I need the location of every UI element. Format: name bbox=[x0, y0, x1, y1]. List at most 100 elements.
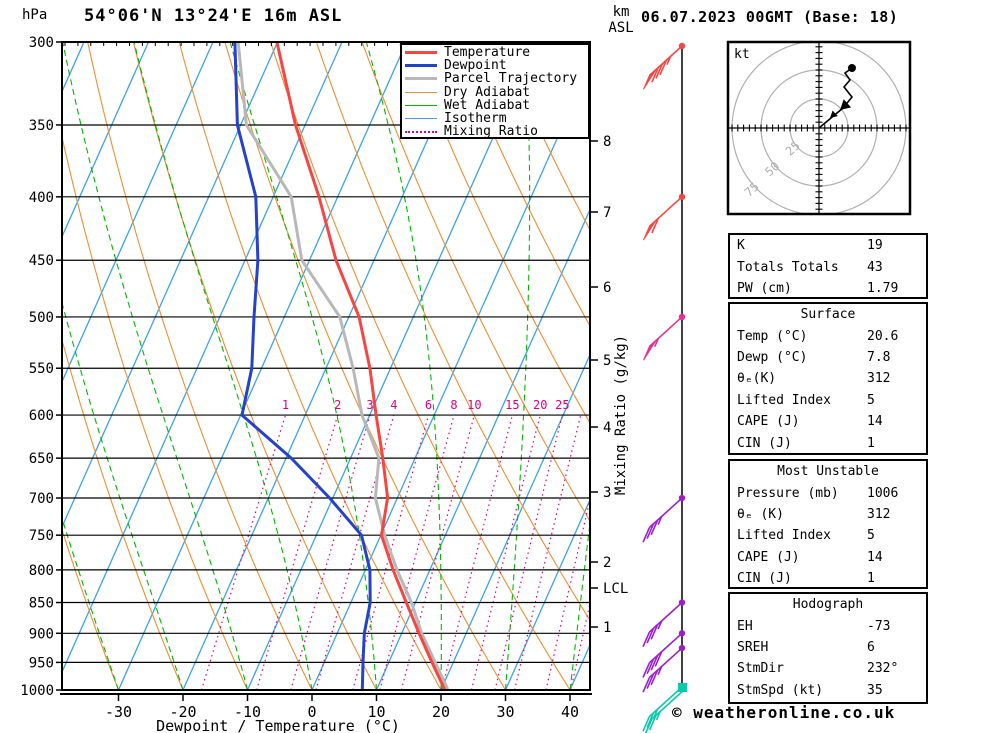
legend: Temperature Dewpoint Parcel Trajectory D… bbox=[400, 43, 590, 139]
row-label: Lifted Index bbox=[737, 392, 831, 408]
row-value: 43 bbox=[867, 259, 883, 275]
svg-text:8: 8 bbox=[450, 398, 457, 412]
row-value: 312 bbox=[867, 506, 891, 522]
temperature-curve bbox=[275, 42, 447, 690]
svg-text:550: 550 bbox=[29, 361, 54, 377]
table-row: θₑ (K) 312 bbox=[730, 504, 926, 525]
parcel-line-swatch bbox=[405, 77, 437, 81]
svg-text:0: 0 bbox=[307, 703, 316, 721]
table-header: Surface bbox=[800, 307, 856, 322]
row-label: Totals Totals bbox=[737, 259, 839, 275]
row-value: 1.79 bbox=[867, 280, 899, 296]
svg-text:5: 5 bbox=[603, 353, 611, 369]
svg-text:8: 8 bbox=[603, 134, 611, 150]
row-value: 20.6 bbox=[867, 328, 899, 344]
table-header: Hodograph bbox=[792, 597, 864, 612]
row-label: PW (cm) bbox=[737, 280, 792, 296]
row-label: EH bbox=[737, 618, 753, 634]
row-value: 6 bbox=[867, 639, 875, 655]
row-value: 1 bbox=[867, 435, 875, 451]
hodograph-stats-table: Hodograph EH -73 SREH 6 StmDir 232° StmSpd … bbox=[728, 592, 928, 704]
svg-text:3: 3 bbox=[603, 485, 611, 501]
mixing-ratio-line-swatch bbox=[405, 130, 437, 133]
svg-text:800: 800 bbox=[29, 563, 54, 579]
svg-text:25: 25 bbox=[783, 138, 803, 158]
table-row: Dewp (°C) 7.8 bbox=[730, 347, 926, 368]
svg-text:-20: -20 bbox=[169, 703, 196, 721]
legend-item-mixing-ratio: Mixing Ratio bbox=[405, 125, 588, 138]
wet-adiabat-line-swatch bbox=[405, 104, 437, 106]
row-label: θₑ(K) bbox=[737, 371, 777, 387]
plot-border: -30 -20 -10 0 10 20 30 40 Dewpoint / Temperature… bbox=[60, 41, 592, 733]
isotherm-line-swatch bbox=[405, 118, 437, 120]
svg-text:600: 600 bbox=[29, 408, 54, 424]
table-row: EH -73 bbox=[730, 615, 926, 636]
svg-text:LCL: LCL bbox=[603, 581, 628, 597]
hodograph-border bbox=[726, 40, 912, 216]
parcel-trajectory-curve bbox=[236, 42, 450, 690]
svg-text:450: 450 bbox=[29, 253, 54, 269]
svg-text:-30: -30 bbox=[105, 703, 132, 721]
surface-table: Surface Temp (°C) 20.6 Dewp (°C) 7.8 θₑ(K)… bbox=[728, 302, 928, 455]
svg-text:50: 50 bbox=[762, 159, 782, 179]
dewpoint-curve bbox=[233, 42, 372, 690]
svg-text:-10: -10 bbox=[234, 703, 261, 721]
svg-text:400: 400 bbox=[29, 190, 54, 206]
table-row: Pressure (mb) 1006 bbox=[730, 482, 926, 503]
row-label: θₑ (K) bbox=[737, 506, 784, 522]
table-row: Lifted Index 5 bbox=[730, 390, 926, 411]
row-value: 7.8 bbox=[867, 349, 891, 365]
mixing-ratio-labels: 1 2 3 4 6 8 10 15 20 25 bbox=[282, 398, 570, 412]
legend-item-dry-adiabat: Dry Adiabat bbox=[405, 86, 588, 99]
svg-text:15: 15 bbox=[505, 398, 519, 412]
svg-text:1: 1 bbox=[603, 620, 611, 636]
svg-text:850: 850 bbox=[29, 596, 54, 612]
row-value: 19 bbox=[867, 238, 883, 254]
svg-text:950: 950 bbox=[29, 655, 54, 671]
svg-text:6: 6 bbox=[603, 280, 611, 296]
legend-item-temperature: Temperature bbox=[405, 46, 588, 59]
pressure-axis-unit: hPa bbox=[22, 7, 48, 23]
row-value: 35 bbox=[867, 682, 883, 698]
svg-text:75: 75 bbox=[742, 179, 762, 199]
row-value: 14 bbox=[867, 414, 883, 430]
svg-text:500: 500 bbox=[29, 310, 54, 326]
svg-text:6: 6 bbox=[425, 398, 432, 412]
legend-item-isotherm: Isotherm bbox=[405, 112, 588, 125]
legend-label: Dry Adiabat bbox=[444, 84, 531, 100]
svg-text:4: 4 bbox=[390, 398, 397, 412]
table-row: CIN (J) 1 bbox=[730, 432, 926, 453]
row-value: -73 bbox=[867, 618, 891, 634]
temperature-line-swatch bbox=[405, 51, 437, 55]
svg-text:4: 4 bbox=[603, 420, 611, 436]
legend-label: Parcel Trajectory bbox=[444, 71, 578, 87]
row-value: 1 bbox=[867, 571, 875, 587]
svg-text:350: 350 bbox=[29, 118, 54, 134]
svg-text:900: 900 bbox=[29, 626, 54, 642]
altitude-axis: 8 7 6 5 4 3 2 1 LCL Mixing Ratio (g/kg) bbox=[590, 134, 629, 636]
legend-item-dewpoint: Dewpoint bbox=[405, 59, 588, 72]
legend-label: Dewpoint bbox=[444, 58, 507, 74]
most-unstable-table: Most Unstable Pressure (mb) 1006 θₑ (K) 31… bbox=[728, 459, 928, 589]
svg-text:2: 2 bbox=[334, 398, 341, 412]
row-label: K bbox=[737, 238, 745, 254]
wind-barb-925hpa bbox=[642, 644, 686, 693]
table-row: PW (cm) 1.79 bbox=[730, 278, 926, 299]
svg-text:3: 3 bbox=[366, 398, 373, 412]
dry-adiabat-line-swatch bbox=[405, 91, 437, 93]
svg-text:Mixing Ratio (g/kg): Mixing Ratio (g/kg) bbox=[613, 335, 629, 495]
table-row: θₑ(K) 312 bbox=[730, 368, 926, 389]
svg-text:20: 20 bbox=[432, 703, 450, 721]
wind-barb-column bbox=[642, 42, 687, 733]
wind-barb-700hpa bbox=[642, 494, 686, 543]
table-row: CAPE (J) 14 bbox=[730, 547, 926, 568]
table-row: Lifted Index 5 bbox=[730, 525, 926, 546]
page-title: 54°06'N 13°24'E 16m ASL bbox=[84, 6, 343, 26]
wind-barb-850hpa bbox=[642, 599, 686, 648]
svg-text:25: 25 bbox=[555, 398, 569, 412]
wind-barb-900hpa bbox=[642, 630, 686, 678]
row-label: SREH bbox=[737, 639, 769, 655]
